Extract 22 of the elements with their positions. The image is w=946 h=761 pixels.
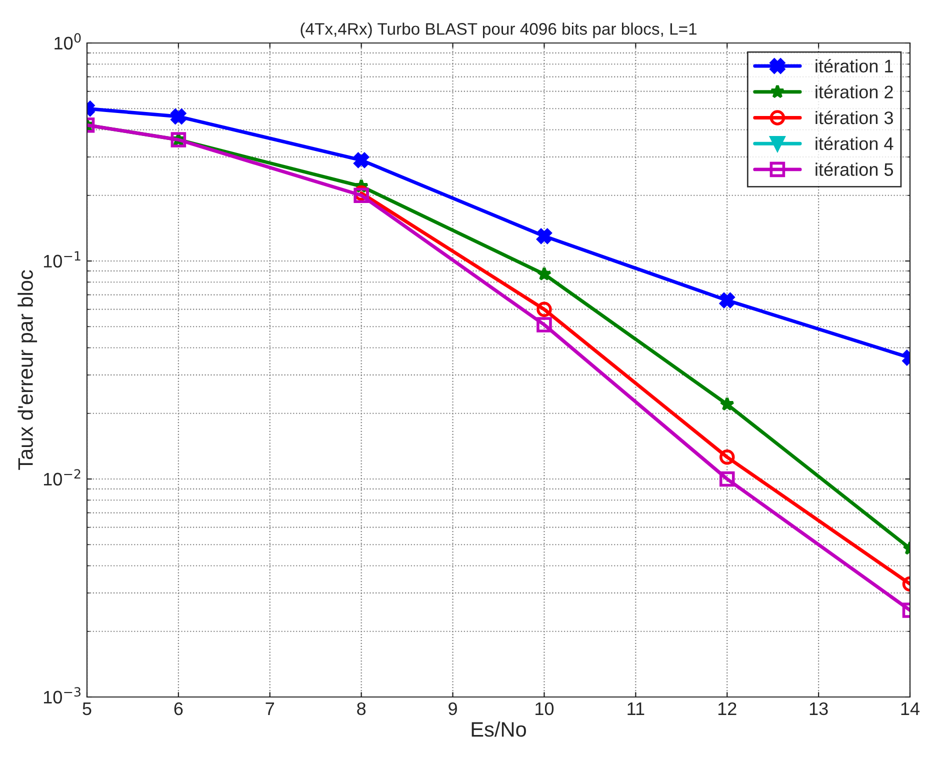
legend-label: itération 4 bbox=[816, 136, 894, 150]
x-tick-label: 11 bbox=[628, 702, 644, 715]
y-axis-title: Taux d'erreur par bloc bbox=[18, 270, 38, 470]
legend-label: itération 2 bbox=[816, 84, 893, 98]
y-tick-label: 10$^{0}$ bbox=[54, 33, 81, 50]
x-tick-label: 6 bbox=[174, 702, 183, 716]
x-tick-label: 9 bbox=[448, 702, 457, 716]
x-tick-label: 10 bbox=[536, 702, 554, 716]
x-tick-label: 13 bbox=[810, 702, 828, 716]
y-tick-label: 10$^{−1}$ bbox=[44, 251, 80, 268]
y-tick-label: 10$^{−2}$ bbox=[44, 469, 80, 486]
legend-label: itération 5 bbox=[816, 162, 893, 176]
chart-title: (4Tx,4Rx) Turbo BLAST pour 4096 bits par blocs, L=1 bbox=[300, 22, 696, 38]
x-axis-title: Es/No bbox=[472, 721, 526, 737]
legend-label: itération 3 bbox=[816, 110, 893, 124]
legend-label: itération 1 bbox=[816, 59, 893, 73]
x-tick-label: 12 bbox=[718, 702, 736, 715]
x-tick-label: 14 bbox=[901, 702, 920, 715]
x-tick-label: 8 bbox=[357, 702, 366, 716]
x-tick-label: 7 bbox=[266, 702, 274, 715]
y-tick-label: 10$^{−3}$ bbox=[44, 687, 80, 704]
x-tick-label: 5 bbox=[82, 702, 92, 716]
